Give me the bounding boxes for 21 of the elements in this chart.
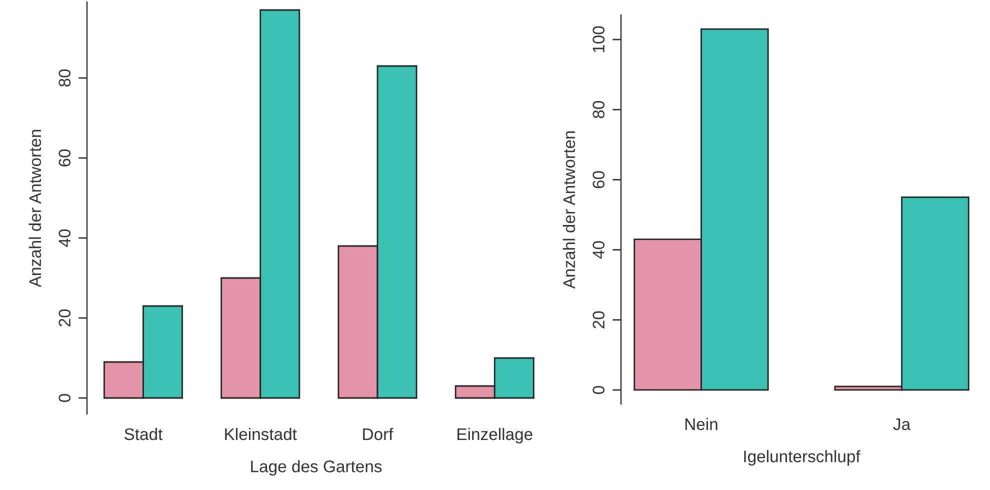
y-tick-label: 60 (58, 149, 71, 166)
x-tick-label: Einzellage (458, 428, 532, 444)
y-tick-label: 20 (592, 311, 605, 328)
y-axis-title: Anzahl der Antworten (28, 130, 42, 288)
x-axis-title: Lage des Gartens (251, 460, 382, 476)
x-tick-label: Ja (893, 418, 911, 430)
y-tick-label: 20 (58, 309, 71, 326)
y-tick-label: 0 (592, 386, 605, 394)
y-axis-title: Anzahl der Antworten (562, 131, 576, 289)
y-tick-label: 40 (58, 229, 71, 247)
y-tick-label: 80 (58, 69, 71, 87)
x-tick-label: Kleinstadt (225, 428, 297, 440)
x-tick-label: Nein (685, 418, 718, 430)
x-tick-label: Dorf (363, 428, 394, 440)
y-tick-label: 60 (592, 171, 605, 188)
x-tick-label: Stadt (124, 428, 163, 440)
x-axis-title: Igelunterschlupf (744, 450, 860, 466)
y-tick-label: 80 (592, 101, 605, 118)
y-tick-label: 0 (58, 394, 71, 402)
y-tick-label: 40 (592, 241, 605, 259)
y-tick-label: 100 (592, 26, 605, 52)
